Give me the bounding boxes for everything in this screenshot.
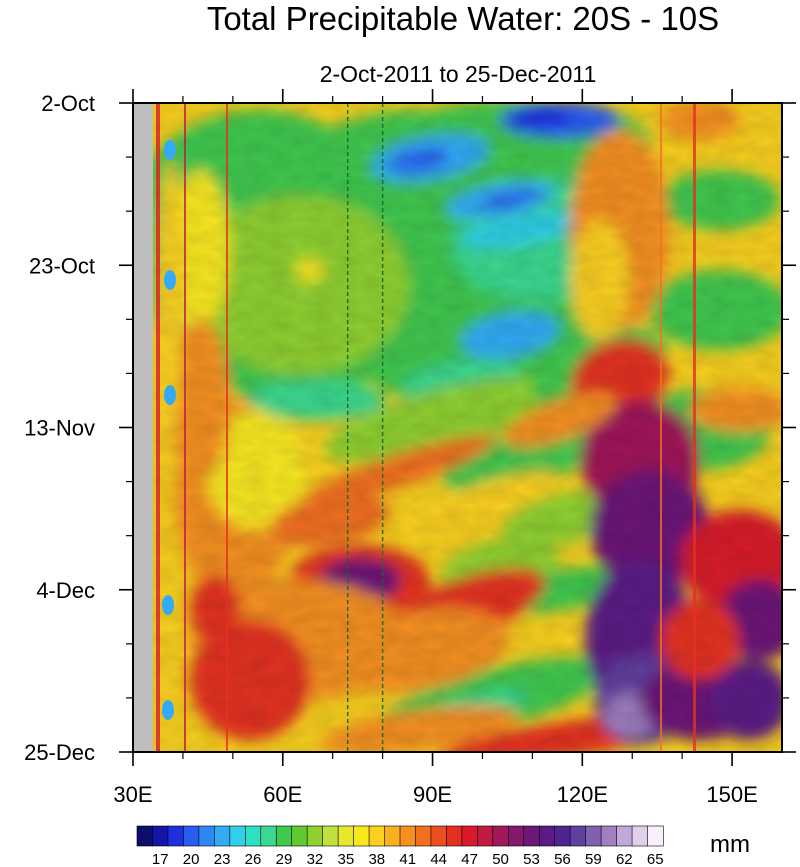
colorbar-label: 38 bbox=[368, 851, 385, 867]
colorbar-swatch bbox=[183, 825, 200, 847]
colorbar-swatch bbox=[492, 825, 509, 847]
colorbar-label: 59 bbox=[585, 851, 602, 867]
colorbar-swatch bbox=[477, 825, 494, 847]
colorbar-swatch bbox=[353, 825, 370, 847]
colorbar-label: 47 bbox=[461, 851, 478, 867]
colorbar-swatch bbox=[198, 825, 215, 847]
colorbar-label: 53 bbox=[523, 851, 540, 867]
colorbar-swatch bbox=[229, 825, 246, 847]
y-tick-label: 23-Oct bbox=[29, 253, 95, 278]
colorbar-swatch bbox=[322, 825, 339, 847]
y-tick-label: 4-Dec bbox=[36, 578, 95, 603]
colorbar-swatch bbox=[631, 825, 649, 847]
colorbar-label: 35 bbox=[338, 851, 355, 867]
colorbar-swatch bbox=[291, 825, 308, 847]
colorbar-swatch bbox=[384, 825, 401, 847]
plot-area bbox=[133, 103, 782, 752]
colorbar-swatch bbox=[585, 825, 602, 847]
colorbar-label: 32 bbox=[307, 851, 324, 867]
x-axis: 30E 60E 90E 120E 150E bbox=[113, 89, 758, 807]
colorbar-swatch bbox=[507, 825, 525, 847]
colorbar-label: 17 bbox=[152, 851, 169, 867]
colorbar-label: 44 bbox=[430, 851, 447, 867]
colorbar-swatch bbox=[647, 825, 664, 847]
colorbar-swatch bbox=[214, 825, 231, 847]
colorbar-swatch bbox=[554, 825, 571, 847]
colorbar-swatch bbox=[337, 825, 355, 847]
x-tick-label: 90E bbox=[413, 782, 452, 807]
y-axis: 2-Oct 23-Oct 13-Nov 4-Dec 25-Dec bbox=[24, 91, 796, 765]
y-tick-label: 13-Nov bbox=[24, 416, 95, 441]
colorbar-swatch bbox=[569, 825, 587, 847]
colorbar-unit: mm bbox=[710, 831, 750, 858]
colorbar-label: 41 bbox=[399, 851, 416, 867]
colorbar-label: 29 bbox=[276, 851, 293, 867]
coastline-stripes bbox=[156, 103, 696, 752]
colorbar-swatch bbox=[600, 825, 618, 847]
colorbar-label: 20 bbox=[183, 851, 200, 867]
x-tick-label: 120E bbox=[557, 782, 608, 807]
colorbar-label: 26 bbox=[245, 851, 262, 867]
colorbar-swatch bbox=[244, 825, 262, 847]
colorbar-swatch bbox=[152, 825, 169, 847]
chart-title: Total Precipitable Water: 20S - 10S bbox=[207, 0, 719, 37]
colorbar-swatch bbox=[136, 825, 154, 847]
colorbar-label: 65 bbox=[647, 851, 664, 867]
colorbar: 17 20 23 26 29 32 35 38 41 44 47 50 53 56 59 62 65 bbox=[136, 825, 664, 867]
colorbar-swatch bbox=[368, 825, 386, 847]
x-tick-label: 60E bbox=[263, 782, 302, 807]
colorbar-swatch bbox=[523, 825, 540, 847]
y-tick-label: 2-Oct bbox=[41, 91, 95, 116]
chart-subtitle: 2-Oct-2011 to 25-Dec-2011 bbox=[320, 61, 597, 87]
x-tick-label: 30E bbox=[113, 782, 152, 807]
reference-lines bbox=[346, 103, 384, 752]
colorbar-label: 62 bbox=[616, 851, 633, 867]
colorbar-swatch bbox=[275, 825, 293, 847]
land-mask bbox=[133, 103, 153, 752]
texture-overlay bbox=[133, 103, 782, 752]
colorbar-swatch bbox=[415, 825, 432, 847]
x-tick-label: 150E bbox=[706, 782, 757, 807]
colorbar-swatch bbox=[461, 825, 478, 847]
colorbar-swatch bbox=[399, 825, 417, 847]
colorbar-label: 56 bbox=[554, 851, 571, 867]
colorbar-swatch bbox=[446, 825, 463, 847]
colorbar-swatch bbox=[430, 825, 448, 847]
colorbar-swatch bbox=[538, 825, 556, 847]
colorbar-swatch bbox=[167, 825, 185, 847]
colorbar-swatch bbox=[306, 825, 324, 847]
y-tick-label: 25-Dec bbox=[24, 740, 95, 765]
colorbar-label: 23 bbox=[214, 851, 231, 867]
colorbar-swatch bbox=[260, 825, 277, 847]
colorbar-label: 50 bbox=[492, 851, 509, 867]
colorbar-swatch bbox=[616, 825, 633, 847]
